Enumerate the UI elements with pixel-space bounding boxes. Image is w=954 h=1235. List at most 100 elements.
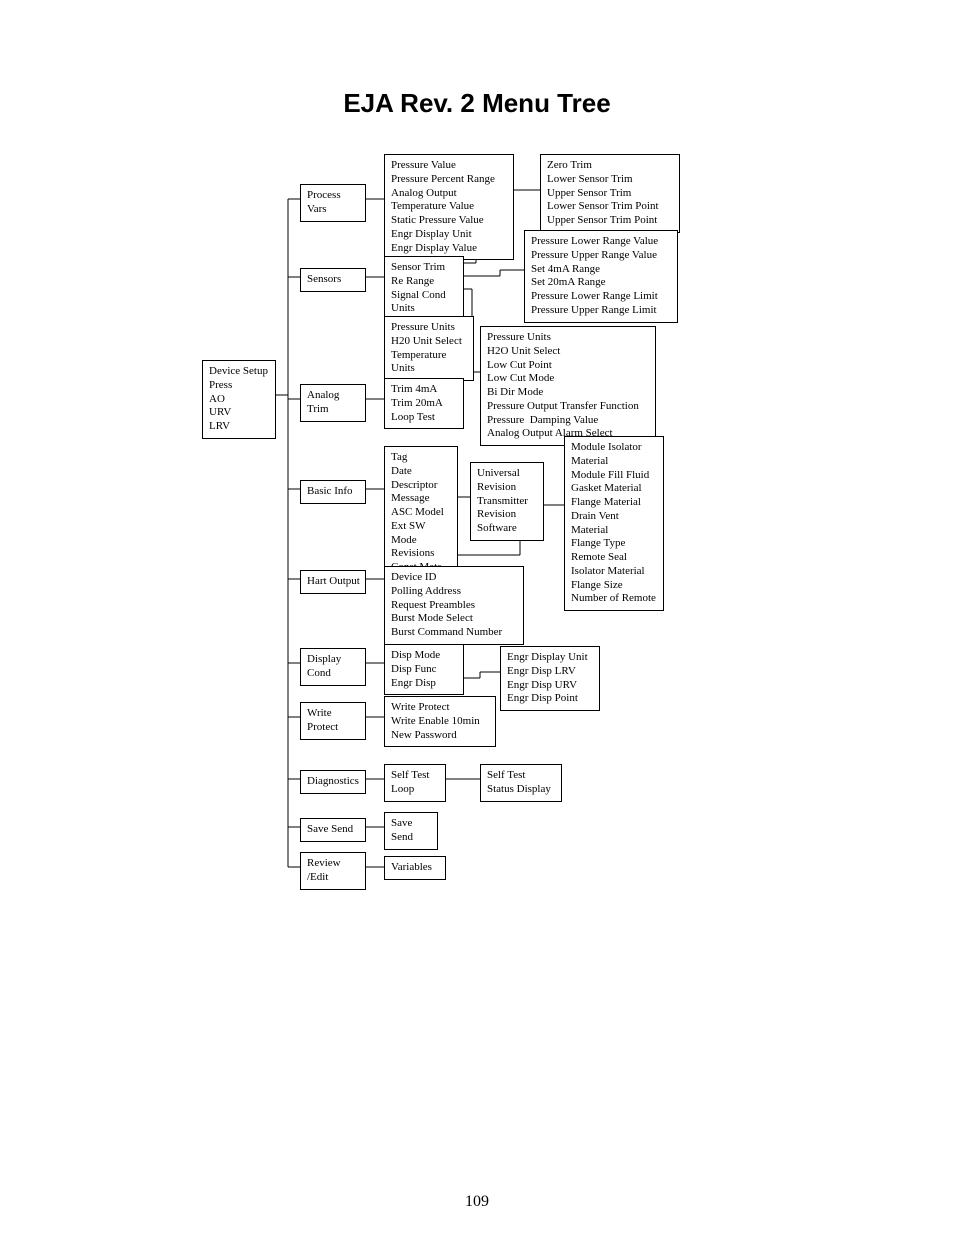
menu-box-l3_diag-line: Loop <box>391 783 439 797</box>
menu-box-l2_basic-line: Basic Info <box>307 485 359 499</box>
menu-box-l4_disp-line: Engr Disp Point <box>507 692 593 706</box>
menu-box-l3_hart-line: Request Preambles <box>391 599 517 613</box>
menu-box-l4_range-line: Set 4mA Range <box>531 263 671 277</box>
menu-box-l2_save: Save Send <box>300 818 366 842</box>
menu-box-l3_hart-line: Polling Address <box>391 585 517 599</box>
menu-box-l3_save-line: Send <box>391 831 431 845</box>
menu-box-l2_basic: Basic Info <box>300 480 366 504</box>
menu-box-l2_diag-line: Diagnostics <box>307 775 359 789</box>
menu-box-l3_write-line: Write Enable 10min <box>391 715 489 729</box>
menu-box-l2_analog-line: Analog <box>307 389 359 403</box>
menu-box-l4_mats-line: Material <box>571 455 657 469</box>
menu-box-l2_save-line: Save Send <box>307 823 359 837</box>
menu-box-l2_display-line: Cond <box>307 667 359 681</box>
menu-box-l4_rev-line: Software <box>477 522 537 536</box>
menu-box-l3_process: Pressure ValuePressure Percent RangeAnal… <box>384 154 514 260</box>
menu-box-l3_units-line: Pressure Units <box>391 321 467 335</box>
menu-box-l3_process-line: Engr Display Value <box>391 242 507 256</box>
menu-box-l3_sensors-line: Signal Cond <box>391 289 457 303</box>
menu-box-l4_range-line: Set 20mA Range <box>531 276 671 290</box>
menu-box-root-line: Device Setup <box>209 365 269 379</box>
menu-box-l3_process-line: Static Pressure Value <box>391 214 507 228</box>
menu-box-l4_disp-line: Engr Disp URV <box>507 679 593 693</box>
menu-box-l3_process-line: Engr Display Unit <box>391 228 507 242</box>
menu-box-l3_display-line: Disp Func <box>391 663 457 677</box>
menu-box-l4_signal-line: H2O Unit Select <box>487 345 649 359</box>
page-number: 109 <box>0 1193 954 1211</box>
menu-box-l4_zero-line: Lower Sensor Trim Point <box>547 200 673 214</box>
menu-box-l4_selftest: Self TestStatus Display <box>480 764 562 802</box>
menu-box-l4_signal-line: Bi Dir Mode <box>487 386 649 400</box>
menu-box-l2_write: WriteProtect <box>300 702 366 740</box>
menu-box-l4_signal-line: Low Cut Mode <box>487 372 649 386</box>
menu-box-l4_zero: Zero TrimLower Sensor TrimUpper Sensor T… <box>540 154 680 233</box>
menu-box-l3_hart-line: Burst Mode Select <box>391 612 517 626</box>
menu-box-l3_basic-line: Date <box>391 465 451 479</box>
menu-box-l3_units-line: Units <box>391 362 467 376</box>
menu-box-l2_process: ProcessVars <box>300 184 366 222</box>
menu-box-l2_review-line: /Edit <box>307 871 359 885</box>
menu-box-l3_units-line: H20 Unit Select <box>391 335 467 349</box>
menu-box-l2_diag: Diagnostics <box>300 770 366 794</box>
menu-box-l3_write-line: New Password <box>391 729 489 743</box>
menu-box-l2_display: DisplayCond <box>300 648 366 686</box>
menu-box-l2_display-line: Display <box>307 653 359 667</box>
menu-box-root-line: Press <box>209 379 269 393</box>
menu-box-l3_units-line: Temperature <box>391 349 467 363</box>
menu-box-l3_basic-line: Ext SW <box>391 520 451 534</box>
menu-box-l4_signal-line: Pressure Damping Value <box>487 414 649 428</box>
menu-box-l3_analog-line: Trim 4mA <box>391 383 457 397</box>
menu-box-l3_process-line: Temperature Value <box>391 200 507 214</box>
menu-box-l3_basic-line: Mode <box>391 534 451 548</box>
menu-box-l3_process-line: Pressure Percent Range <box>391 173 507 187</box>
menu-box-l3_display-line: Disp Mode <box>391 649 457 663</box>
menu-box-l4_selftest-line: Self Test <box>487 769 555 783</box>
menu-box-l4_signal-line: Pressure Units <box>487 331 649 345</box>
menu-box-l2_sensors-line: Sensors <box>307 273 359 287</box>
menu-box-l4_disp-line: Engr Disp LRV <box>507 665 593 679</box>
menu-box-l4_mats-line: Material <box>571 524 657 538</box>
menu-box-l4_rev-line: Revision <box>477 481 537 495</box>
menu-box-l4_rev-line: Revision <box>477 508 537 522</box>
menu-box-root-line: URV <box>209 406 269 420</box>
menu-box-l3_review-line: Variables <box>391 861 439 875</box>
menu-box-l3_sensors: Sensor TrimRe RangeSignal CondUnits <box>384 256 464 321</box>
menu-box-l2_process-line: Vars <box>307 203 359 217</box>
menu-box-l3_diag: Self TestLoop <box>384 764 446 802</box>
menu-box-l2_review-line: Review <box>307 857 359 871</box>
menu-box-l4_signal: Pressure UnitsH2O Unit SelectLow Cut Poi… <box>480 326 656 446</box>
menu-box-l4_mats-line: Flange Type <box>571 537 657 551</box>
menu-box-l4_zero-line: Upper Sensor Trim Point <box>547 214 673 228</box>
menu-box-l2_sensors: Sensors <box>300 268 366 292</box>
menu-box-l4_selftest-line: Status Display <box>487 783 555 797</box>
menu-box-l4_zero-line: Upper Sensor Trim <box>547 187 673 201</box>
page-title: EJA Rev. 2 Menu Tree <box>0 88 954 119</box>
menu-box-l4_range-line: Pressure Lower Range Value <box>531 235 671 249</box>
menu-box-l3_hart-line: Burst Command Number <box>391 626 517 640</box>
menu-box-l4_mats-line: Module Isolator <box>571 441 657 455</box>
menu-box-l4_rev-line: Universal <box>477 467 537 481</box>
menu-box-l4_mats-line: Flange Material <box>571 496 657 510</box>
menu-box-root-line: AO <box>209 393 269 407</box>
menu-box-l3_display: Disp ModeDisp FuncEngr Disp <box>384 644 464 695</box>
menu-box-l3_basic-line: Revisions <box>391 547 451 561</box>
menu-box-l3_units: Pressure UnitsH20 Unit SelectTemperature… <box>384 316 474 381</box>
menu-box-l3_process-line: Pressure Value <box>391 159 507 173</box>
menu-box-l3_hart: Device IDPolling AddressRequest Preamble… <box>384 566 524 645</box>
page: EJA Rev. 2 Menu Tree Device SetupPressAO… <box>0 0 954 1235</box>
menu-box-l4_disp-line: Engr Display Unit <box>507 651 593 665</box>
menu-box-l4_rev-line: Transmitter <box>477 495 537 509</box>
menu-box-l4_range-line: Pressure Upper Range Limit <box>531 304 671 318</box>
menu-box-l4_range-line: Pressure Lower Range Limit <box>531 290 671 304</box>
menu-box-l4_mats-line: Module Fill Fluid <box>571 469 657 483</box>
menu-box-l2_review: Review/Edit <box>300 852 366 890</box>
menu-box-l3_basic-line: Tag <box>391 451 451 465</box>
menu-box-l3_sensors-line: Units <box>391 302 457 316</box>
menu-box-l4_mats: Module IsolatorMaterialModule Fill Fluid… <box>564 436 664 611</box>
menu-box-l4_signal-line: Pressure Output Transfer Function <box>487 400 649 414</box>
menu-box-root: Device SetupPressAOURVLRV <box>202 360 276 439</box>
menu-box-l4_range: Pressure Lower Range Value Pressure Upper… <box>524 230 678 323</box>
menu-box-l3_write-line: Write Protect <box>391 701 489 715</box>
menu-box-l3_sensors-line: Sensor Trim <box>391 261 457 275</box>
menu-box-l4_mats-line: Gasket Material <box>571 482 657 496</box>
